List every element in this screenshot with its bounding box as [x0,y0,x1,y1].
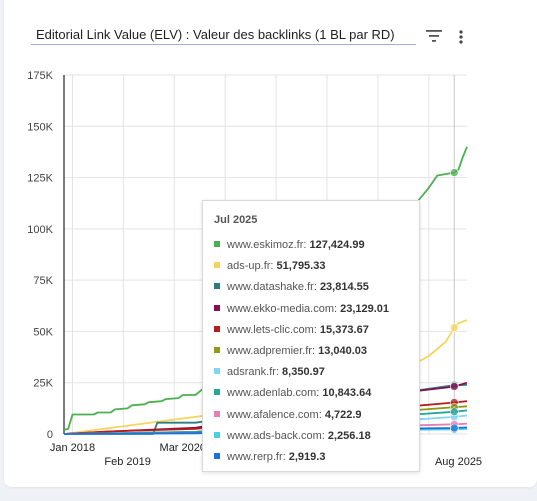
tooltip-series-name: www.eskimoz.fr: [227,239,310,251]
y-tick-label: 25K [33,378,53,390]
y-tick-label: 50K [33,326,53,338]
tooltip-series-name: www.ads-back.com: [227,429,328,442]
tooltip-row: www.datashake.fr: 23,814.55 [214,281,369,295]
y-tick-label: 175K [27,70,53,82]
y-tick-label: 75K [33,275,53,287]
tooltip-series-name: ads-up.fr: [227,260,277,273]
tooltip-series-name: www.ekko-media.com: [227,302,341,315]
tooltip-row: www.rerp.fr: 2,919.3 [214,451,325,465]
tooltip-row: www.ads-back.com: 2,256.18 [214,430,371,444]
x-tick-label: Jan 2018 [50,442,95,454]
x-tick-label: Mar 2020 [160,442,206,454]
hover-marker-1 [449,323,459,333]
legend-swatch [214,453,220,459]
y-axis-ticks: 0 25K 50K 75K 100K 125K 150K 175K [27,70,53,441]
legend-swatch [214,368,220,375]
legend-swatch [214,410,220,417]
tooltip-series-value: 2,256.18 [327,429,371,442]
tooltip-title: Jul 2025 [214,214,258,226]
tooltip-row: www.ekko-media.com: 23,129.01 [214,303,389,317]
tooltip-row: www.lets-clic.com: 15,373.67 [214,324,369,338]
legend-swatch [214,262,220,269]
tooltip-series-value: 13,040.03 [318,345,368,357]
y-tick-label: 0 [47,429,53,441]
tooltip-row: www.adpremier.fr: 13,040.03 [214,345,367,359]
legend-swatch [214,304,220,311]
tooltip-series-name: www.adpremier.fr: [227,345,319,357]
tooltip-series-value: 4,722.9 [324,408,362,421]
more-vertical-icon[interactable] [456,29,466,45]
series-line-0 [63,146,468,431]
y-tick-label: 100K [27,224,53,236]
tooltip-row: www.eskimoz.fr: 127,424.99 [214,239,365,253]
tooltip-series-name: www.rerp.fr: [227,451,289,463]
x-tick-label: Feb 2019 [104,456,150,468]
tooltip-row: ads-up.fr: 51,795.33 [214,260,325,274]
y-tick-label: 150K [27,121,53,133]
legend-swatch [214,431,220,438]
tooltip-series-value: 127,424.99 [309,239,365,251]
tooltip-series-value: 23,129.01 [340,302,390,315]
tooltip-series-value: 8,350.97 [282,366,325,379]
hover-marker-7 [449,407,459,417]
tooltip-series-value: 10,843.64 [322,387,372,400]
tooltip-series-name: www.adenlab.com: [227,387,323,400]
tooltip-series-value: 15,373.67 [319,323,369,336]
filter-icon[interactable] [425,28,443,44]
tooltip-series-name: www.lets-clic.com: [227,323,320,336]
hover-marker-0 [449,168,459,177]
x-axis-ticks: Jan 2018 Feb 2019 Mar 2020 Aug 2025 [50,442,482,468]
legend-swatch [214,325,220,332]
x-tick-label: Aug 2025 [435,456,482,468]
tooltip-series-value: 51,795.33 [276,260,326,273]
y-tick-label: 125K [27,173,53,185]
legend-swatch [214,241,220,247]
chart-selector[interactable]: Editorial Link Value (ELV) : Valeur des … [31,22,416,45]
hover-markers [449,75,459,434]
legend-swatch [214,347,220,353]
tooltip-series-name: www.datashake.fr: [227,281,320,294]
legend-swatch [214,389,220,396]
tooltip-row: www.adenlab.com: 10,843.64 [214,387,371,401]
chart-selector-label: Editorial Link Value (ELV) : Valeur des … [36,27,395,42]
tooltip-series-name: adsrank.fr: [227,366,283,379]
tooltip-row: adsrank.fr: 8,350.97 [214,366,325,380]
chart-tooltip: Jul 2025 www.eskimoz.fr: 127,424.99 ads-u… [202,200,420,472]
legend-swatch [214,283,220,290]
tooltip-row: www.afalence.com: 4,722.9 [214,409,362,423]
tooltip-series-value: 23,814.55 [319,281,369,294]
tooltip-series-value: 2,919.3 [288,451,326,463]
hover-marker-3 [449,382,459,391]
hover-marker-10 [449,423,459,433]
tooltip-series-name: www.afalence.com: [227,408,325,421]
